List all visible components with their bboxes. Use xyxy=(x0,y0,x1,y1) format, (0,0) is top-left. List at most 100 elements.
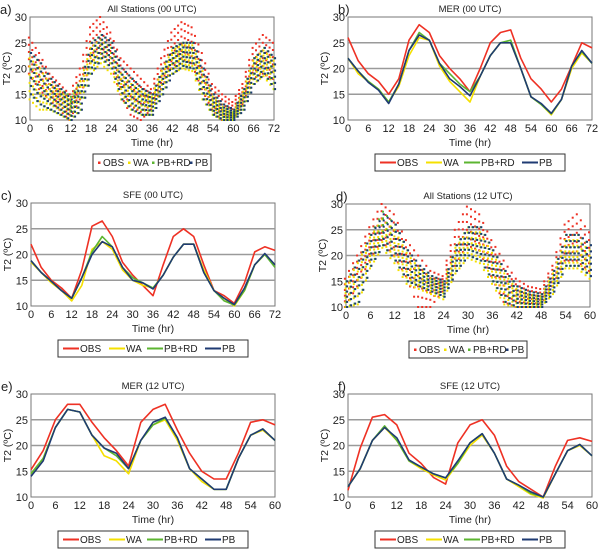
data-point xyxy=(171,54,173,57)
x-tick-label: 48 xyxy=(187,123,199,135)
data-point xyxy=(484,246,487,249)
data-point xyxy=(108,54,110,57)
data-point xyxy=(393,228,396,231)
legend-item-wa: WA xyxy=(128,158,149,169)
data-point xyxy=(398,232,401,235)
data-point xyxy=(31,41,34,44)
data-point xyxy=(153,97,156,99)
data-point xyxy=(196,61,199,64)
data-point xyxy=(365,258,367,261)
data-point xyxy=(153,101,156,104)
data-point xyxy=(242,90,245,93)
data-point xyxy=(443,280,446,283)
data-point xyxy=(91,66,93,69)
data-point xyxy=(382,238,385,240)
data-point xyxy=(400,260,403,263)
data-point xyxy=(196,77,199,80)
data-point xyxy=(511,287,514,290)
data-point xyxy=(191,54,194,57)
data-point xyxy=(155,84,158,87)
data-point xyxy=(99,30,102,33)
legend: OBS WA PB+RD PB xyxy=(408,340,528,359)
data-point xyxy=(274,81,277,84)
data-point xyxy=(439,284,442,287)
data-point xyxy=(488,267,491,269)
data-point xyxy=(150,103,153,105)
data-point xyxy=(233,110,236,113)
data-point xyxy=(583,225,586,228)
data-point xyxy=(175,45,178,48)
data-point xyxy=(405,258,408,261)
data-point xyxy=(388,209,391,212)
data-point xyxy=(108,49,110,52)
data-point xyxy=(441,278,444,281)
data-point xyxy=(541,298,544,301)
data-point xyxy=(487,257,489,260)
data-point xyxy=(515,291,518,294)
data-point xyxy=(87,84,90,87)
data-point xyxy=(417,275,420,278)
data-point xyxy=(396,253,399,256)
data-point xyxy=(565,233,568,236)
data-point xyxy=(250,86,253,89)
data-point xyxy=(535,299,538,302)
data-point xyxy=(376,238,379,241)
data-point xyxy=(216,111,219,114)
data-point xyxy=(175,70,178,73)
data-point xyxy=(77,95,80,98)
data-point xyxy=(257,74,260,77)
data-point xyxy=(102,48,105,51)
data-point xyxy=(419,273,422,275)
data-point xyxy=(30,76,33,79)
data-point xyxy=(537,303,540,306)
data-point xyxy=(140,90,143,93)
data-point xyxy=(464,243,466,246)
data-point xyxy=(421,278,424,281)
data-point xyxy=(358,276,361,279)
data-point xyxy=(133,100,136,103)
data-point xyxy=(44,71,47,74)
data-point xyxy=(27,43,30,46)
data-point xyxy=(241,87,244,90)
data-point xyxy=(354,280,357,283)
data-point xyxy=(269,78,272,81)
data-point xyxy=(482,229,485,232)
data-point xyxy=(555,276,558,279)
data-point xyxy=(571,233,574,236)
data-point xyxy=(252,69,255,71)
data-point xyxy=(458,267,461,270)
data-point xyxy=(28,57,31,60)
data-point xyxy=(409,257,412,260)
data-point xyxy=(201,81,204,84)
data-point xyxy=(523,300,526,303)
data-point xyxy=(166,53,169,56)
data-point xyxy=(192,67,195,70)
data-point xyxy=(568,244,571,247)
data-point xyxy=(584,262,587,265)
data-point xyxy=(216,96,219,99)
data-point xyxy=(496,274,499,277)
data-point xyxy=(500,294,503,296)
data-point xyxy=(194,79,197,82)
series-line-pb xyxy=(347,426,593,498)
data-point xyxy=(160,79,163,82)
legend-label: WA xyxy=(443,158,459,169)
data-point xyxy=(476,245,479,248)
data-point xyxy=(583,266,586,269)
data-point xyxy=(189,51,192,54)
data-point xyxy=(129,104,132,107)
data-point xyxy=(191,44,194,47)
data-point xyxy=(413,262,416,265)
data-point xyxy=(576,250,579,253)
data-point xyxy=(255,61,258,64)
data-point xyxy=(510,271,513,274)
data-point xyxy=(548,294,550,296)
data-point xyxy=(216,100,219,103)
data-point xyxy=(484,253,487,256)
data-point xyxy=(478,243,481,246)
data-point xyxy=(413,295,416,298)
data-point xyxy=(129,86,132,88)
data-point xyxy=(35,105,38,108)
data-point xyxy=(492,280,495,283)
data-point xyxy=(255,69,257,72)
